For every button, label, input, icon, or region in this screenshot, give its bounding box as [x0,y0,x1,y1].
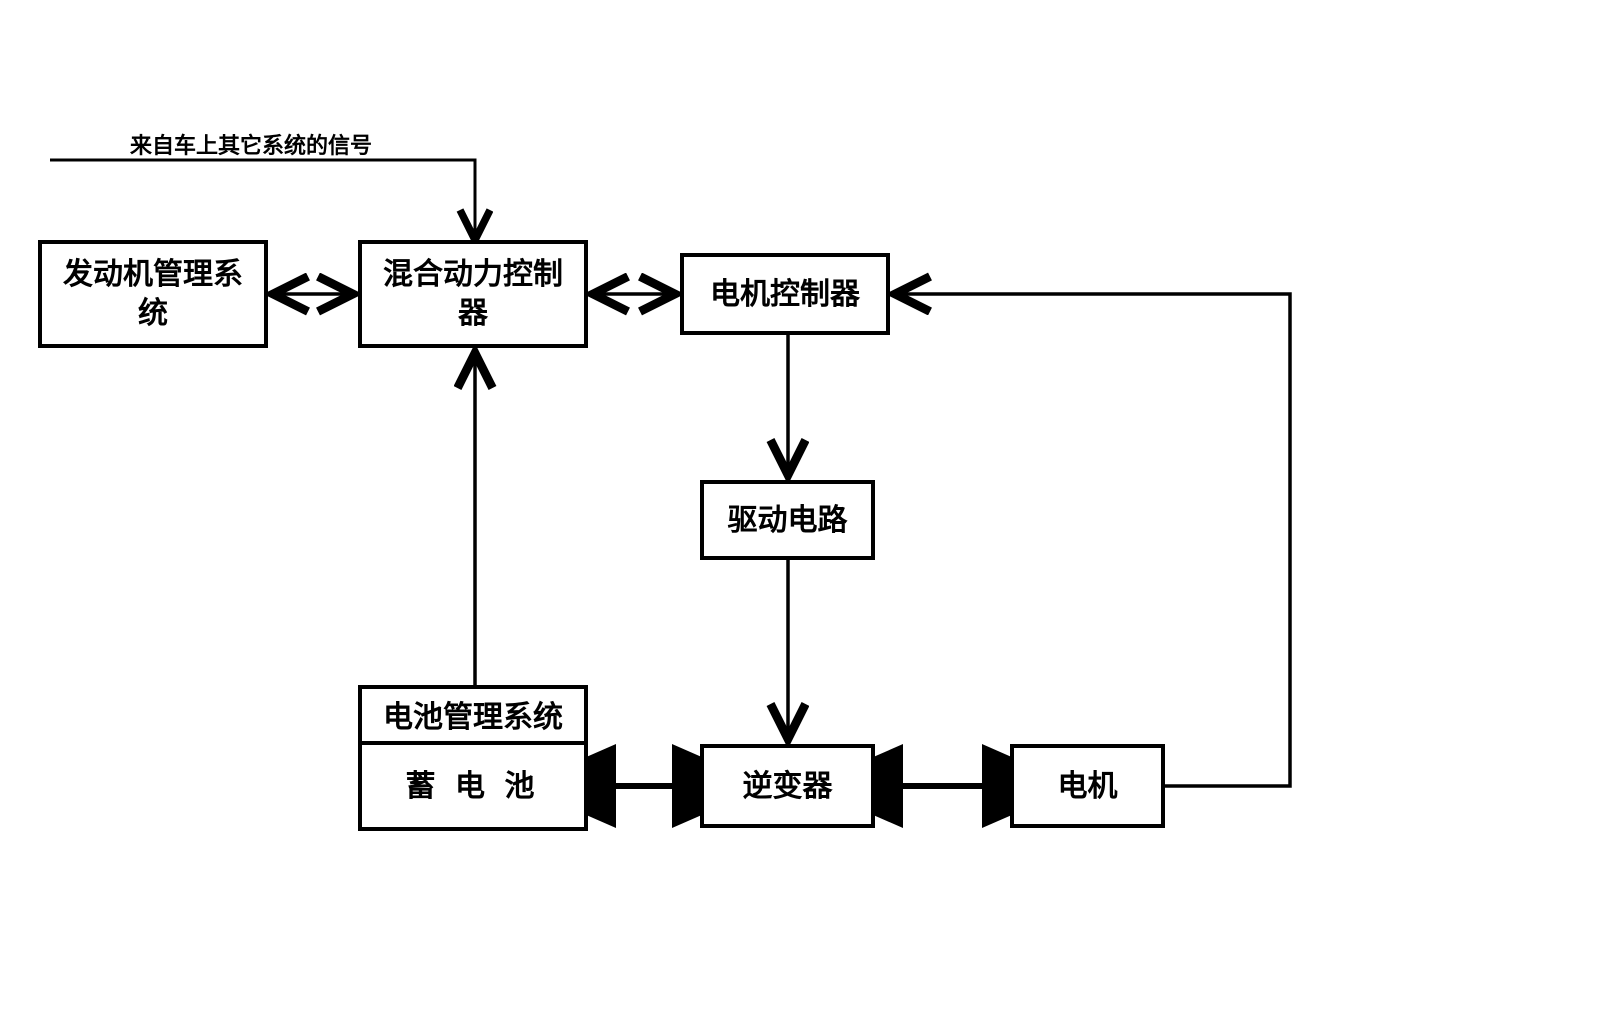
node-battery-label: 蓄 电 池 [406,767,541,806]
node-battery: 蓄 电 池 [358,741,588,831]
node-drive-circuit: 驱动电路 [700,480,875,560]
node-engine-mgmt-label: 发动机管理系统 [63,255,243,333]
node-hybrid-ctrl: 混合动力控制器 [358,240,588,348]
node-hybrid-ctrl-label: 混合动力控制器 [383,255,563,333]
node-motor-label: 电机 [1058,767,1118,806]
node-drive-circuit-label: 驱动电路 [728,501,848,540]
edge-input-signal [50,160,475,240]
node-inverter-label: 逆变器 [743,767,833,806]
node-bms-label: 电池管理系统 [383,698,563,737]
node-motor-ctrl-label: 电机控制器 [710,275,860,314]
input-signal-label: 来自车上其它系统的信号 [130,128,372,160]
node-inverter: 逆变器 [700,744,875,828]
edge-motor-feedback [895,294,1290,786]
node-engine-mgmt: 发动机管理系统 [38,240,268,348]
node-motor-ctrl: 电机控制器 [680,253,890,335]
node-bms: 电池管理系统 [358,685,588,745]
diagram-canvas: 来自车上其它系统的信号 发动机管理系统 混合动力控制器 电机控制器 驱动电路 电… [0,0,1606,1016]
node-motor: 电机 [1010,744,1165,828]
